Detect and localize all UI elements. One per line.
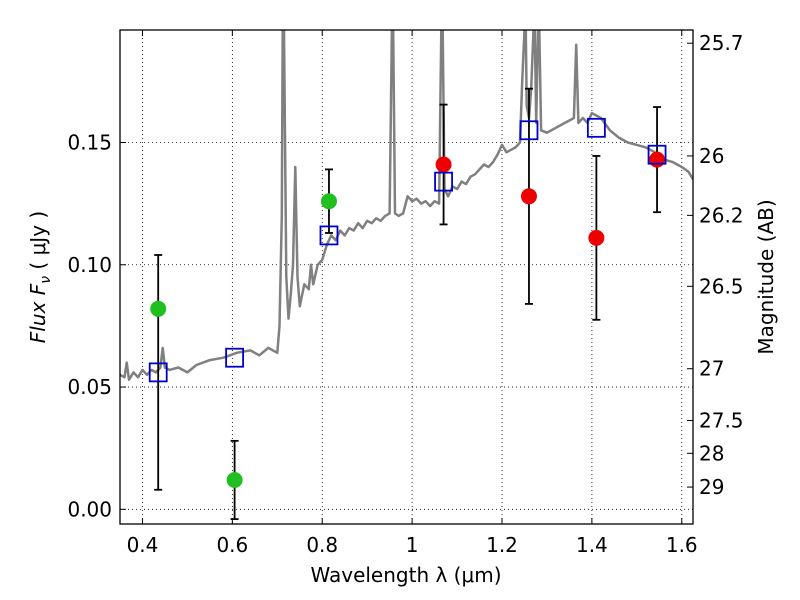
y-tick-label: 0.00 (67, 497, 112, 521)
y-axis-label-sub: ν (38, 276, 54, 284)
y2-tick-label: 26.5 (699, 274, 744, 298)
model-point (148, 362, 168, 383)
y2-tick-label: 26.2 (699, 203, 744, 227)
grid-lines (120, 30, 693, 524)
data-point (435, 156, 452, 173)
model-point (647, 144, 667, 165)
x-tick-label: 1.6 (666, 533, 698, 557)
y2-tick-label: 27 (699, 357, 724, 381)
y2-tick-label: 28 (699, 441, 724, 465)
x-tick-label: 0.4 (127, 533, 159, 557)
data-point (588, 229, 605, 246)
axis-ticks: 0.4 0.6 0.8 1 1.2 1.4 1.6 0.00 0.05 0.10 0.15 25.7 2… (67, 30, 744, 557)
model-point (586, 117, 606, 138)
data-point (150, 300, 167, 317)
plot-frame (119, 29, 694, 525)
x-tick-label: 0.6 (216, 533, 248, 557)
y-tick-label: 0.10 (67, 253, 112, 277)
x-tick-label: 1.2 (486, 533, 518, 557)
data-point (226, 471, 243, 488)
y-tick-label: 0.15 (67, 130, 112, 154)
x-tick-label: 1.4 (576, 533, 608, 557)
y2-tick-label: 27.5 (699, 409, 744, 433)
model-point (225, 347, 245, 368)
y2-tick-label: 25.7 (699, 31, 744, 55)
spectrum-line (120, 30, 693, 381)
y2-axis-label: Magnitude (AB) (754, 199, 778, 354)
x-tick-label: 1 (406, 533, 419, 557)
y2-tick-label: 26 (699, 144, 724, 168)
data-point (320, 193, 337, 210)
x-axis-label: Wavelength λ (μm) (310, 563, 501, 587)
series-layer (120, 30, 693, 521)
y-tick-label: 0.05 (67, 375, 112, 399)
model-point (519, 120, 539, 141)
data-point (520, 188, 537, 205)
y-axis-label-unit: ( μJy ) (26, 211, 50, 276)
model-point (319, 225, 339, 246)
x-tick-label: 0.8 (306, 533, 338, 557)
data-point (649, 151, 666, 168)
model-point (434, 171, 453, 192)
y-axis-label: Flux Fν ( μJy ) (26, 211, 54, 343)
y2-tick-label: 29 (699, 475, 724, 499)
y-axis-label-main: Flux F (26, 283, 50, 343)
